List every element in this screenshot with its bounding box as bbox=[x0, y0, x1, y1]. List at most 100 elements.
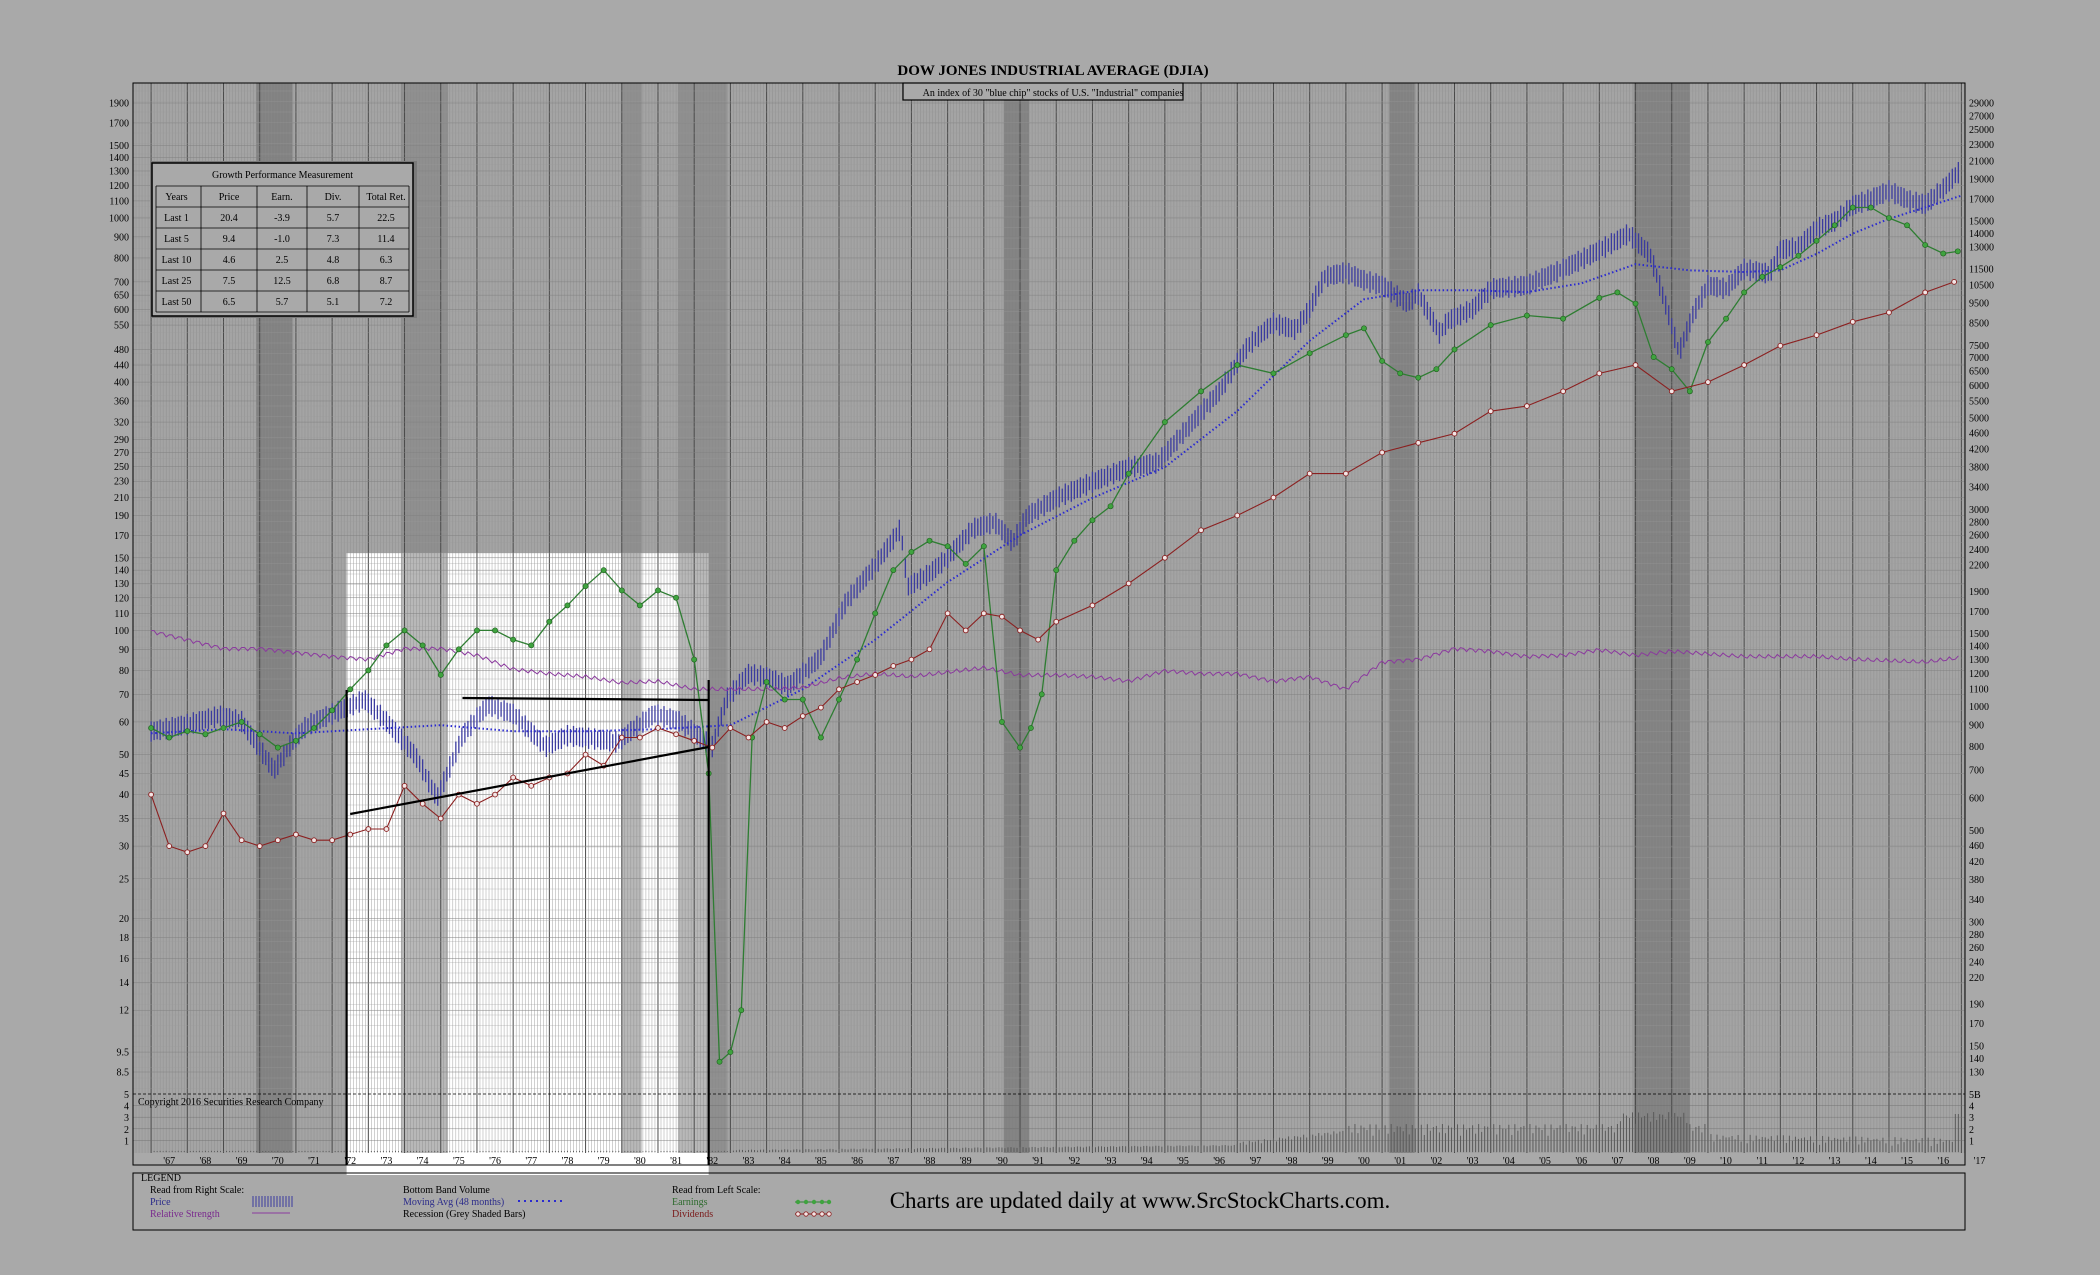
dividend-point bbox=[184, 849, 191, 856]
x-tick-label: '06 bbox=[1575, 1156, 1587, 1167]
x-tick-label: '75 bbox=[453, 1156, 465, 1167]
earnings-point bbox=[1451, 346, 1458, 353]
x-tick-label: '01 bbox=[1394, 1156, 1406, 1167]
earnings-point bbox=[1415, 374, 1422, 381]
earnings-point bbox=[256, 731, 263, 738]
table-cell: 5.7 bbox=[327, 213, 340, 224]
left-tick-label: 45 bbox=[119, 769, 129, 780]
dividend-point bbox=[890, 663, 897, 669]
earnings-point bbox=[1089, 517, 1096, 524]
earnings-point bbox=[890, 567, 897, 574]
dividend-point bbox=[1125, 580, 1132, 587]
left-tick-label: 700 bbox=[114, 277, 129, 288]
earnings-point bbox=[148, 725, 155, 731]
earnings-point bbox=[1270, 370, 1277, 377]
dividend-point bbox=[926, 646, 933, 653]
dividend-point bbox=[1524, 403, 1530, 409]
dividend-point bbox=[1922, 289, 1929, 296]
dividend-point bbox=[1198, 527, 1204, 534]
table-title: Growth Performance Measurement bbox=[212, 170, 353, 181]
right-tick-label: 14000 bbox=[1969, 229, 1994, 240]
earnings-point bbox=[1759, 273, 1766, 280]
earnings-point bbox=[1560, 315, 1567, 322]
dividend-point bbox=[655, 725, 661, 731]
earnings-point bbox=[1867, 204, 1874, 211]
earnings-point bbox=[1107, 503, 1114, 510]
left-tick-label: 12 bbox=[119, 1006, 129, 1017]
right-tick-label: 340 bbox=[1969, 895, 1984, 906]
earnings-point bbox=[238, 719, 245, 725]
earnings-point bbox=[1777, 264, 1784, 271]
dividend-point bbox=[854, 679, 860, 685]
dividend-point bbox=[166, 843, 173, 849]
right-tick-label: 7000 bbox=[1969, 353, 1989, 364]
left-tick-label: 35 bbox=[119, 814, 129, 825]
earnings-point bbox=[1596, 295, 1603, 301]
chart-title: DOW JONES INDUSTRIAL AVERAGE (DJIA) bbox=[897, 63, 1208, 79]
x-tick-label: '98 bbox=[1286, 1156, 1298, 1167]
legend-dividends-dot bbox=[795, 1211, 801, 1217]
dividend-point bbox=[1886, 309, 1892, 316]
right-tick-label: 4600 bbox=[1969, 428, 1989, 439]
dividend-point bbox=[1035, 636, 1041, 643]
earnings-point bbox=[673, 594, 679, 601]
left-tick-label: 30 bbox=[119, 842, 129, 853]
x-tick-label: '83 bbox=[743, 1156, 755, 1167]
left-tick-label: 800 bbox=[114, 253, 129, 264]
volume-tick-label-left: 2 bbox=[124, 1125, 129, 1136]
earnings-point bbox=[564, 602, 571, 609]
right-tick-label: 1200 bbox=[1969, 669, 1989, 680]
earnings-point bbox=[546, 618, 553, 625]
earnings-point bbox=[1198, 388, 1204, 395]
table-cell: 5.1 bbox=[327, 297, 340, 308]
dividend-point bbox=[745, 734, 752, 741]
earnings-point bbox=[1027, 725, 1034, 731]
earnings-point bbox=[763, 679, 770, 685]
earnings-point bbox=[437, 672, 444, 678]
earnings-point bbox=[944, 543, 951, 550]
legend-col1-header: Read from Right Scale: bbox=[150, 1185, 244, 1196]
dividend-point bbox=[1162, 554, 1168, 561]
grid-layer bbox=[133, 83, 1965, 1153]
dividend-point bbox=[709, 744, 716, 751]
dividend-point bbox=[293, 831, 299, 838]
dividend-point bbox=[1849, 318, 1856, 325]
left-tick-label: 140 bbox=[114, 566, 129, 577]
dividend-point bbox=[637, 734, 643, 741]
subtitle-box bbox=[902, 82, 1184, 101]
earnings-point bbox=[419, 642, 426, 649]
x-tick-label: '17 bbox=[1974, 1156, 1986, 1167]
dividend-point bbox=[1632, 362, 1639, 368]
left-tick-label: 16 bbox=[119, 954, 129, 965]
dividend-point bbox=[999, 613, 1005, 620]
legend-col2-header: Bottom Band Volume bbox=[403, 1185, 490, 1196]
growth-performance-table: Growth Performance Measurement Years Price… bbox=[150, 161, 417, 318]
volume-tick-label: 3 bbox=[1969, 1113, 1974, 1124]
table-cell: 6.8 bbox=[327, 276, 340, 287]
left-tick-label: 650 bbox=[114, 291, 129, 302]
x-tick-label: '10 bbox=[1720, 1156, 1732, 1167]
left-tick-label: 14 bbox=[119, 978, 129, 989]
x-tick-label: '91 bbox=[1032, 1156, 1044, 1167]
left-tick-label: 1700 bbox=[109, 118, 129, 129]
table-cell: 22.5 bbox=[377, 213, 395, 224]
right-tick-label: 2400 bbox=[1969, 545, 1989, 556]
volume-tick-label-left: 4 bbox=[124, 1102, 129, 1113]
right-tick-label: 600 bbox=[1969, 793, 1984, 804]
x-tick-label: '67 bbox=[163, 1156, 175, 1167]
resistance-line bbox=[462, 696, 709, 702]
x-tick-label: '00 bbox=[1358, 1156, 1370, 1167]
right-tick-label: 27000 bbox=[1969, 111, 1994, 122]
dividend-point bbox=[1415, 439, 1422, 446]
dividend-point bbox=[1270, 494, 1277, 501]
right-tick-label: 900 bbox=[1969, 721, 1984, 732]
table-cell: 6.5 bbox=[223, 297, 236, 308]
left-tick-label: 1200 bbox=[109, 181, 129, 192]
earnings-point bbox=[1954, 248, 1961, 255]
dividend-point bbox=[1306, 470, 1313, 477]
dividend-point bbox=[980, 610, 987, 617]
earnings-point bbox=[1940, 250, 1947, 257]
right-tick-label: 21000 bbox=[1969, 156, 1994, 167]
right-tick-label: 130 bbox=[1969, 1067, 1984, 1078]
support-trendline bbox=[350, 745, 709, 816]
